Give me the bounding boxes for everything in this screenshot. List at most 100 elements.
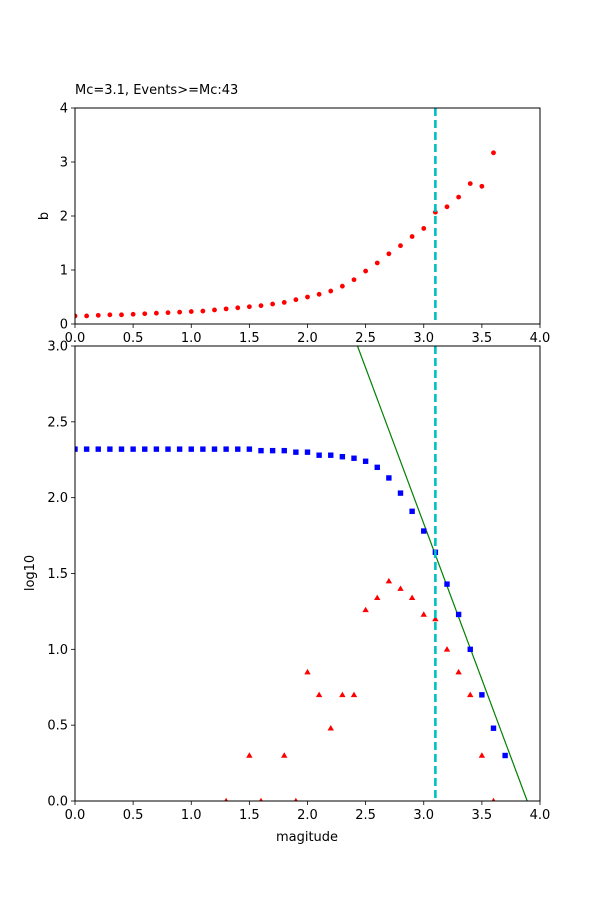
data-point-1-0: [224, 797, 229, 801]
data-point-0-22: [328, 288, 334, 294]
data-point-0-23: [339, 454, 346, 460]
data-point-0-35: [479, 183, 485, 189]
x-tick-label: 3.0: [413, 808, 434, 823]
plot-title: Mc=3.1, Events>=Mc:43: [75, 83, 238, 98]
data-point-0-1: [83, 446, 90, 452]
data-point-0-23: [339, 283, 345, 289]
x-tick-label: 4.0: [530, 808, 551, 823]
data-point-0-2: [95, 446, 101, 452]
data-point-0-35: [479, 692, 485, 698]
data-point-1-10: [362, 606, 369, 613]
data-point-1-1: [246, 752, 253, 758]
data-point-1-14: [408, 594, 416, 601]
data-point-0-28: [397, 490, 404, 496]
data-point-0-22: [328, 452, 334, 458]
y-tick-label: 1.5: [47, 567, 68, 582]
data-point-0-7: [153, 310, 159, 316]
data-point-1-12: [385, 577, 393, 584]
data-point-0-19: [293, 449, 299, 455]
data-point-0-25: [362, 458, 369, 464]
data-point-1-19: [467, 691, 474, 698]
data-point-0-16: [258, 447, 264, 454]
data-point-0-24: [351, 455, 357, 461]
data-point-1-7: [327, 725, 334, 731]
data-point-0-30: [421, 226, 427, 231]
data-point-0-9: [177, 309, 183, 315]
data-point-0-27: [386, 475, 392, 481]
y-axis-label-b: b: [37, 212, 52, 220]
data-point-0-18: [281, 300, 287, 305]
data-point-0-4: [119, 312, 124, 318]
data-point-0-20: [304, 449, 311, 455]
data-point-0-14: [235, 446, 241, 452]
data-point-1-16: [432, 615, 439, 622]
data-point-0-10: [188, 309, 194, 314]
data-point-0-29: [409, 234, 415, 239]
data-point-0-37: [502, 752, 508, 759]
x-tick-label: 0.0: [65, 331, 86, 346]
data-point-0-15: [246, 304, 252, 310]
plot-area: [75, 346, 528, 801]
data-point-0-16: [258, 303, 264, 309]
y-tick-label: 1: [60, 264, 68, 279]
data-point-1-2: [259, 797, 263, 801]
data-point-0-27: [386, 251, 392, 257]
data-point-0-11: [200, 446, 206, 452]
y-tick-label: 0: [60, 318, 68, 333]
y-tick-label: 1.0: [47, 643, 68, 658]
data-point-0-32: [444, 581, 450, 587]
data-point-1-15: [420, 611, 427, 617]
y-tick-label: 3: [60, 156, 68, 171]
data-point-1-8: [339, 691, 346, 698]
axes-frame: [74, 107, 541, 325]
data-point-0-8: [165, 310, 171, 316]
data-point-0-29: [409, 508, 415, 515]
y-tick-label: 0.5: [47, 719, 68, 734]
data-point-0-1: [84, 313, 90, 319]
data-point-1-20: [478, 752, 486, 758]
data-point-0-14: [235, 305, 241, 311]
data-point-0-20: [305, 294, 310, 300]
data-point-0-9: [176, 446, 183, 452]
data-point-0-3: [107, 312, 113, 318]
data-point-0-34: [467, 646, 473, 653]
x-tick-label: 0.0: [65, 808, 86, 823]
y-tick-label: 4: [60, 102, 68, 117]
data-point-0-34: [467, 181, 473, 187]
axes-frame: [74, 345, 541, 802]
x-tick-label: 3.5: [472, 331, 493, 346]
data-point-0-32: [444, 204, 450, 210]
y-tick-label: 2.0: [47, 491, 68, 506]
data-point-0-13: [223, 306, 229, 312]
data-point-0-36: [490, 725, 497, 731]
data-point-0-24: [351, 277, 357, 283]
data-point-0-25: [363, 268, 369, 274]
data-point-0-13: [223, 446, 229, 452]
data-point-0-0: [75, 313, 78, 319]
data-point-1-4: [293, 797, 298, 801]
y-tick-label: 0.0: [47, 795, 68, 810]
y-tick-label: 3.0: [47, 340, 68, 355]
data-point-0-12: [211, 446, 218, 452]
data-point-0-26: [374, 464, 380, 471]
b-value-plot: Mc=3.1, Events>=Mc:43 b 0.0 0.5 1.0 1.5 2.0 2…: [37, 83, 550, 346]
fit-line: [356, 346, 528, 801]
data-point-0-30: [421, 528, 427, 534]
data-point-0-21: [316, 291, 322, 297]
data-point-0-10: [188, 446, 194, 452]
data-point-0-3: [107, 446, 113, 452]
data-point-0-6: [142, 446, 148, 452]
data-point-1-11: [374, 594, 381, 601]
data-point-0-17: [270, 301, 276, 307]
x-tick-label: 0.5: [123, 808, 144, 823]
x-axis-label: magitude: [276, 830, 338, 845]
x-tick-label: 4.0: [530, 331, 551, 346]
data-point-1-6: [315, 691, 323, 698]
data-point-1-21: [491, 797, 496, 801]
x-tick-label: 1.5: [239, 331, 260, 346]
data-point-1-9: [350, 691, 358, 698]
data-point-1-5: [304, 668, 311, 675]
x-tick-label: 2.5: [355, 808, 376, 823]
data-point-0-28: [398, 243, 403, 249]
